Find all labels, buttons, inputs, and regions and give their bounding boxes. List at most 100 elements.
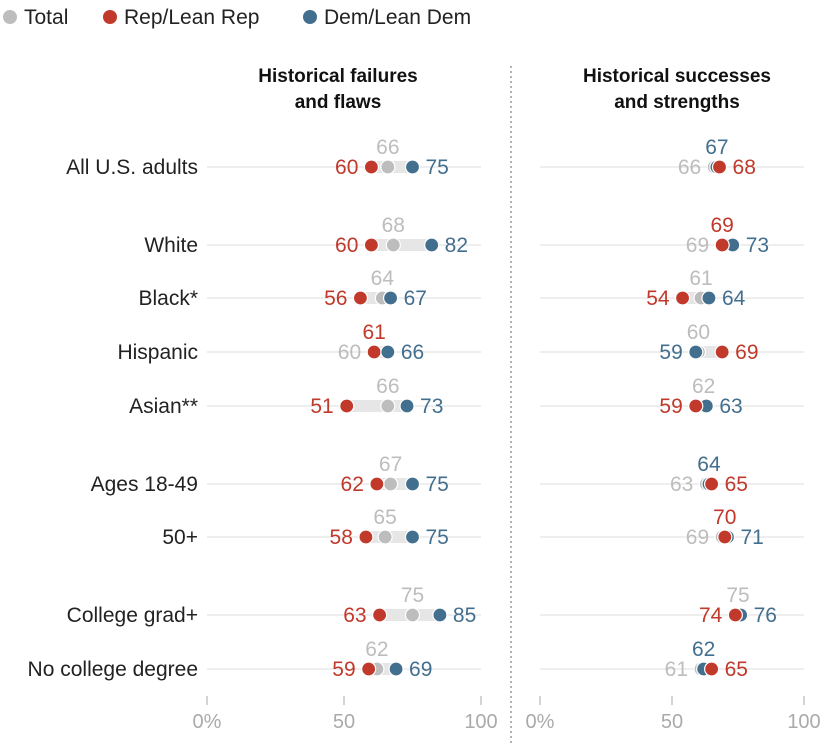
dem-value-label: 71 bbox=[740, 526, 763, 549]
rep-dot bbox=[369, 476, 385, 492]
rep-dot bbox=[717, 529, 733, 545]
rep-dot bbox=[358, 529, 374, 545]
total-value-label: 66 bbox=[678, 156, 701, 179]
axis-tick-label: 100 bbox=[787, 711, 820, 733]
row-labels: All U.S. adults White Black* Hispanic Asian*… bbox=[28, 156, 198, 681]
dem-value-label: 75 bbox=[426, 526, 449, 549]
total-value-label: 61 bbox=[665, 658, 688, 681]
rep-value-label: 51 bbox=[310, 395, 333, 418]
rep-value-label: 59 bbox=[659, 395, 682, 418]
row-label: Asian** bbox=[129, 395, 198, 418]
row-label: College grad+ bbox=[67, 604, 198, 627]
total-dot bbox=[404, 607, 421, 623]
legend-rep-marker bbox=[103, 10, 117, 24]
rep-dot bbox=[711, 159, 728, 175]
rep-value-label: 63 bbox=[343, 604, 366, 627]
legend-total-marker bbox=[3, 10, 17, 24]
total-value-label: 66 bbox=[376, 375, 399, 398]
dem-value-label: 75 bbox=[426, 473, 449, 496]
rep-value-label: 60 bbox=[335, 234, 358, 257]
rep-value-label: 69 bbox=[710, 214, 733, 237]
total-value-label: 64 bbox=[371, 267, 395, 290]
total-value-label: 75 bbox=[401, 584, 424, 607]
legend: Total Rep/Lean Rep Dem/Lean Dem bbox=[3, 6, 471, 29]
axis-tick-label: 0% bbox=[193, 711, 222, 733]
dem-dot bbox=[688, 344, 704, 360]
rep-dot bbox=[727, 607, 743, 623]
row-label: 50+ bbox=[162, 526, 198, 549]
rep-value-label: 62 bbox=[341, 473, 364, 496]
row-label: No college degree bbox=[28, 658, 198, 681]
rep-dot bbox=[714, 344, 730, 360]
range-bar bbox=[346, 400, 408, 412]
total-dot bbox=[380, 159, 396, 175]
rep-dot bbox=[674, 290, 691, 306]
legend-dem-label: Dem/Lean Dem bbox=[324, 6, 471, 29]
panel-1-title-line-2: and flaws bbox=[295, 92, 382, 113]
dem-value-label: 76 bbox=[754, 604, 777, 627]
total-dot bbox=[382, 476, 399, 492]
dem-dot bbox=[388, 661, 404, 677]
dem-value-label: 59 bbox=[659, 341, 682, 364]
total-value-label: 67 bbox=[379, 453, 402, 476]
rep-value-label: 70 bbox=[713, 506, 736, 529]
total-value-label: 63 bbox=[670, 473, 693, 496]
dem-value-label: 64 bbox=[722, 287, 746, 310]
rep-dot bbox=[339, 398, 355, 414]
rep-value-label: 65 bbox=[725, 473, 748, 496]
dem-dot bbox=[404, 476, 421, 492]
dem-value-label: 75 bbox=[426, 156, 449, 179]
total-value-label: 66 bbox=[376, 136, 399, 159]
total-value-label: 60 bbox=[338, 341, 361, 364]
rep-value-label: 65 bbox=[725, 658, 748, 681]
dem-dot bbox=[404, 529, 421, 545]
axis-tick-label: 100 bbox=[464, 711, 497, 733]
total-dot bbox=[380, 398, 396, 414]
dem-value-label: 67 bbox=[705, 136, 728, 159]
dem-dot bbox=[399, 398, 415, 414]
axis-layer: 0% 50 100 0% 50 100 bbox=[193, 696, 821, 733]
rep-value-label: 74 bbox=[699, 604, 723, 627]
total-value-label: 69 bbox=[686, 526, 709, 549]
total-value-label: 69 bbox=[686, 234, 709, 257]
grid-layer bbox=[207, 166, 804, 670]
rep-dot bbox=[366, 344, 382, 360]
rep-dot bbox=[703, 661, 720, 677]
rep-dot bbox=[703, 476, 720, 492]
total-dot bbox=[385, 237, 401, 253]
dem-value-label: 67 bbox=[404, 287, 427, 310]
rep-dot bbox=[352, 290, 369, 306]
total-value-label: 62 bbox=[365, 638, 388, 661]
dem-dot bbox=[432, 607, 448, 623]
dem-dot bbox=[380, 344, 396, 360]
rep-value-label: 56 bbox=[324, 287, 347, 310]
dem-value-label: 82 bbox=[445, 234, 468, 257]
rep-dot bbox=[714, 237, 730, 253]
dem-value-label: 64 bbox=[697, 453, 721, 476]
rep-value-label: 61 bbox=[362, 321, 385, 344]
total-dot bbox=[377, 529, 393, 545]
panel-1-title-line-1: Historical failures bbox=[258, 66, 417, 87]
dem-dot bbox=[701, 290, 717, 306]
legend-rep-label: Rep/Lean Rep bbox=[124, 6, 259, 29]
rep-dot bbox=[363, 159, 379, 175]
rep-dot bbox=[361, 661, 377, 677]
rep-dot bbox=[363, 237, 379, 253]
total-value-label: 65 bbox=[373, 506, 396, 529]
row-label: White bbox=[144, 234, 198, 257]
total-value-label: 62 bbox=[692, 375, 715, 398]
dem-value-label: 73 bbox=[420, 395, 443, 418]
axis-tick-label: 0% bbox=[526, 711, 555, 733]
rep-dot bbox=[372, 607, 388, 623]
range-bar bbox=[371, 239, 432, 251]
dem-value-label: 66 bbox=[401, 341, 424, 364]
rep-value-label: 68 bbox=[733, 156, 756, 179]
dem-value-label: 69 bbox=[409, 658, 432, 681]
dem-value-label: 62 bbox=[692, 638, 715, 661]
panel-2-title-line-1: Historical successes bbox=[583, 66, 771, 87]
row-label: Black* bbox=[138, 287, 198, 310]
dem-dot bbox=[382, 290, 399, 306]
total-value-label: 75 bbox=[726, 584, 749, 607]
